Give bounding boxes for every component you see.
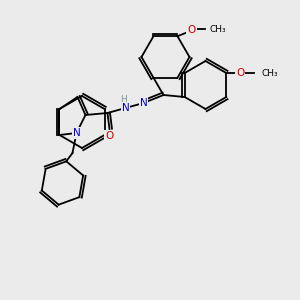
Text: N: N: [73, 128, 80, 138]
Text: O: O: [236, 68, 244, 78]
Text: O: O: [188, 25, 196, 35]
Text: CH₃: CH₃: [261, 68, 278, 77]
Text: O: O: [105, 131, 114, 141]
Text: N: N: [122, 103, 129, 113]
Text: N: N: [140, 98, 147, 108]
Text: CH₃: CH₃: [209, 25, 226, 34]
Text: H: H: [120, 94, 127, 103]
